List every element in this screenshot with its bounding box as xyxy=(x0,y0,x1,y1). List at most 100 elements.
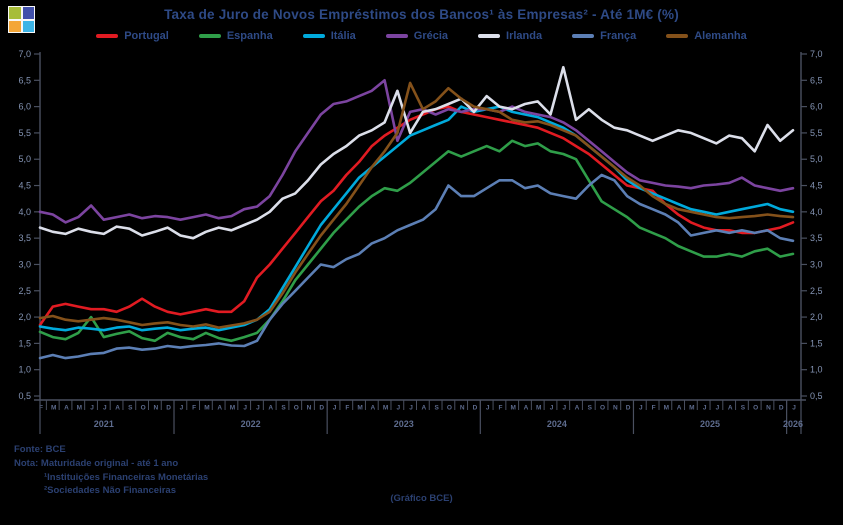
month-label: A xyxy=(217,405,222,412)
month-label: F xyxy=(345,405,349,412)
month-label: J xyxy=(716,405,720,412)
month-label: S xyxy=(741,405,746,412)
logo-square-top-left xyxy=(9,7,21,19)
month-label: M xyxy=(357,405,362,412)
month-label: O xyxy=(141,405,146,412)
legend-swatch-italia xyxy=(302,34,325,38)
month-label: O xyxy=(294,405,299,412)
y-tick-label-right: 5,0 xyxy=(810,154,823,164)
month-label: J xyxy=(243,405,247,412)
legend-label-espanha: Espanha xyxy=(226,30,273,42)
month-label: M xyxy=(664,405,669,412)
month-label: J xyxy=(90,405,94,412)
month-label: J xyxy=(256,405,260,412)
month-label: O xyxy=(447,405,452,412)
year-label: 2023 xyxy=(394,419,414,429)
month-label: F xyxy=(498,405,502,412)
month-label: N xyxy=(613,405,618,412)
month-label: J xyxy=(103,405,107,412)
footnote-2: ²Sociedades Não Financeiras xyxy=(44,485,176,497)
series-line-espanha xyxy=(38,139,795,343)
y-tick-label-left: 3,0 xyxy=(18,259,31,269)
y-tick-label-left: 2,0 xyxy=(18,312,31,322)
y-tick-label-left: 6,0 xyxy=(18,102,31,112)
y-tick-label-right: 1,0 xyxy=(810,365,823,375)
y-tick-label-right: 0,5 xyxy=(810,391,823,401)
month-label: J xyxy=(180,405,184,412)
month-label: A xyxy=(677,405,682,412)
month-label: M xyxy=(511,405,516,412)
month-label: M xyxy=(689,405,694,412)
legend-swatch-portugal xyxy=(96,34,119,38)
month-label: M xyxy=(383,405,388,412)
year-label: 2026 xyxy=(783,419,803,429)
legend-item-italia: Itália xyxy=(302,30,356,42)
series-line-franca xyxy=(38,173,795,360)
year-label: 2022 xyxy=(241,419,261,429)
footer-notes: Fonte: BCE Nota: Maturidade original - a… xyxy=(14,443,208,498)
year-label: 2024 xyxy=(547,419,567,429)
month-label: M xyxy=(77,405,82,412)
y-tick-label-right: 6,5 xyxy=(810,75,823,85)
y-tick-label-left: 4,0 xyxy=(18,207,31,217)
y-tick-label-left: 5,0 xyxy=(18,154,31,164)
month-label: A xyxy=(422,405,427,412)
legend-swatch-irlanda xyxy=(478,34,501,38)
logo-square-top-right xyxy=(22,7,34,19)
month-label: J xyxy=(333,405,337,412)
month-label: F xyxy=(652,405,656,412)
legend-item-portugal: Portugal xyxy=(96,30,169,42)
month-label: F xyxy=(192,405,196,412)
month-label: M xyxy=(230,405,235,412)
y-tick-label-left: 4,5 xyxy=(18,181,31,191)
y-tick-label-right: 2,0 xyxy=(810,312,823,322)
month-label: J xyxy=(639,405,643,412)
month-label: S xyxy=(434,405,439,412)
month-label: D xyxy=(626,405,631,412)
month-label: J xyxy=(562,405,566,412)
y-tick-label-left: 1,5 xyxy=(18,338,31,348)
y-tick-label-right: 7,0 xyxy=(810,49,823,59)
y-tick-label-right: 4,0 xyxy=(810,207,823,217)
year-label: 2025 xyxy=(700,419,720,429)
y-tick-label-left: 1,0 xyxy=(18,365,31,375)
series-line-irlanda xyxy=(38,65,795,240)
month-label: J xyxy=(703,405,707,412)
month-label: S xyxy=(588,405,593,412)
month-label: D xyxy=(166,405,171,412)
y-tick-label-right: 3,0 xyxy=(810,259,823,269)
month-label: A xyxy=(370,405,375,412)
month-label: D xyxy=(779,405,784,412)
y-tick-label-right: 4,5 xyxy=(810,181,823,191)
month-label: N xyxy=(766,405,771,412)
chart-title: Taxa de Juro de Novos Empréstimos dos Ba… xyxy=(164,7,679,22)
month-label: N xyxy=(460,405,465,412)
y-tick-label-left: 2,5 xyxy=(18,286,31,296)
legend-label-italia: Itália xyxy=(330,30,356,42)
y-tick-label-left: 5,5 xyxy=(18,128,31,138)
y-tick-label-left: 3,5 xyxy=(18,233,31,243)
legend-item-espanha: Espanha xyxy=(198,30,273,42)
y-tick-label-right: 5,5 xyxy=(810,128,823,138)
month-label: N xyxy=(154,405,159,412)
month-label: J xyxy=(792,405,796,412)
month-label: M xyxy=(204,405,209,412)
legend-label-irlanda: Irlanda xyxy=(506,30,543,42)
series-line-grecia xyxy=(38,79,795,224)
legend-label-grecia: Grécia xyxy=(413,30,449,42)
source-note: Fonte: BCE xyxy=(14,444,66,455)
maturity-note: Nota: Maturidade original - até 1 ano xyxy=(14,457,179,469)
month-label: A xyxy=(575,405,580,412)
legend-swatch-franca xyxy=(572,34,595,38)
y-tick-label-right: 1,5 xyxy=(810,338,823,348)
month-label: M xyxy=(51,405,56,412)
month-label: M xyxy=(536,405,541,412)
month-label: S xyxy=(128,405,133,412)
footnote-1: ¹Instituições Financeiras Monetárias xyxy=(44,471,209,483)
month-label: O xyxy=(600,405,605,412)
y-tick-label-right: 6,0 xyxy=(810,102,823,112)
legend-item-grecia: Grécia xyxy=(385,30,449,42)
logo-square-bottom-left xyxy=(9,20,21,32)
